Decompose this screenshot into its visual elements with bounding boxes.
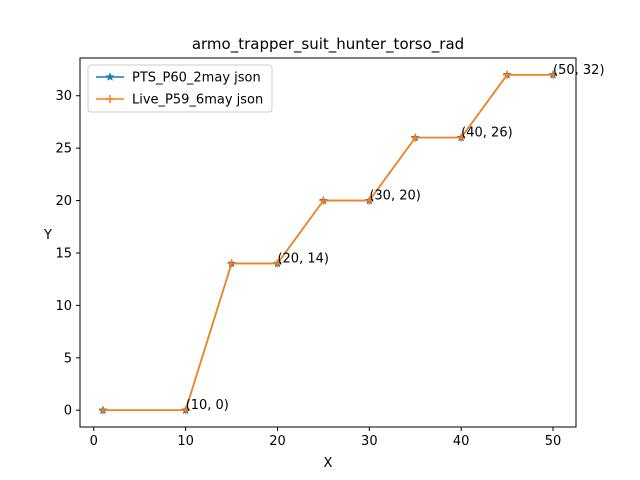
x-tick-label: 30: [361, 434, 378, 449]
legend-item: Live_P59_6may json: [96, 93, 263, 108]
y-tick-label: 15: [55, 246, 72, 261]
chart-title: armo_trapper_suit_hunter_torso_rad: [192, 35, 464, 54]
series-2: [98, 70, 558, 415]
legend-marker: [106, 95, 114, 103]
data-point: [365, 196, 374, 205]
data-point: [319, 196, 328, 205]
legend-box: [87, 64, 273, 113]
x-tick-label: 20: [269, 434, 286, 449]
data-point: [549, 70, 558, 79]
data-point: [273, 259, 282, 268]
data-point: [411, 133, 420, 142]
y-axis-label: Y: [43, 228, 52, 243]
x-tick-label: 0: [90, 434, 98, 449]
data-label: (20, 14): [277, 251, 329, 266]
data-label: (10, 0): [186, 398, 229, 413]
x-tick-label: 50: [545, 434, 562, 449]
legend-item: PTS_P60_2may json: [96, 71, 261, 86]
data-point: [457, 133, 466, 142]
series-line: [102, 73, 554, 412]
x-tick-label: 10: [177, 434, 194, 449]
y-tick-label: 10: [55, 299, 72, 314]
data-label: (40, 26): [461, 126, 513, 141]
legend-label: Live_P59_6may json: [132, 93, 263, 108]
axes-frame: [79, 57, 577, 428]
series-1: [98, 69, 558, 415]
data-label: (50, 32): [553, 63, 605, 78]
legend-label: PTS_P60_2may json: [132, 71, 261, 86]
data-point: [227, 259, 236, 268]
y-tick-label: 5: [64, 351, 72, 366]
y-tick-label: 20: [55, 194, 72, 209]
x-tick-label: 40: [453, 434, 470, 449]
y-tick-label: 30: [55, 89, 72, 104]
annotations: (10, 0) (20, 14) (30, 20) (40, 26) (50, 32): [186, 63, 605, 413]
y-tick-label: 25: [55, 142, 72, 157]
data-point: [503, 70, 512, 79]
y-tick-label: 0: [64, 404, 72, 419]
data-point: [98, 406, 107, 415]
plot-area: [98, 69, 558, 415]
axes: 0 10 20 30 40 50 0 5 10 15 20 25 30: [55, 57, 577, 449]
legend-marker: [105, 72, 115, 81]
x-axis-label: X: [324, 456, 333, 471]
data-point: [181, 406, 190, 415]
legend: PTS_P60_2may json Live_P59_6may json: [87, 64, 273, 113]
data-label: (30, 20): [369, 189, 421, 204]
